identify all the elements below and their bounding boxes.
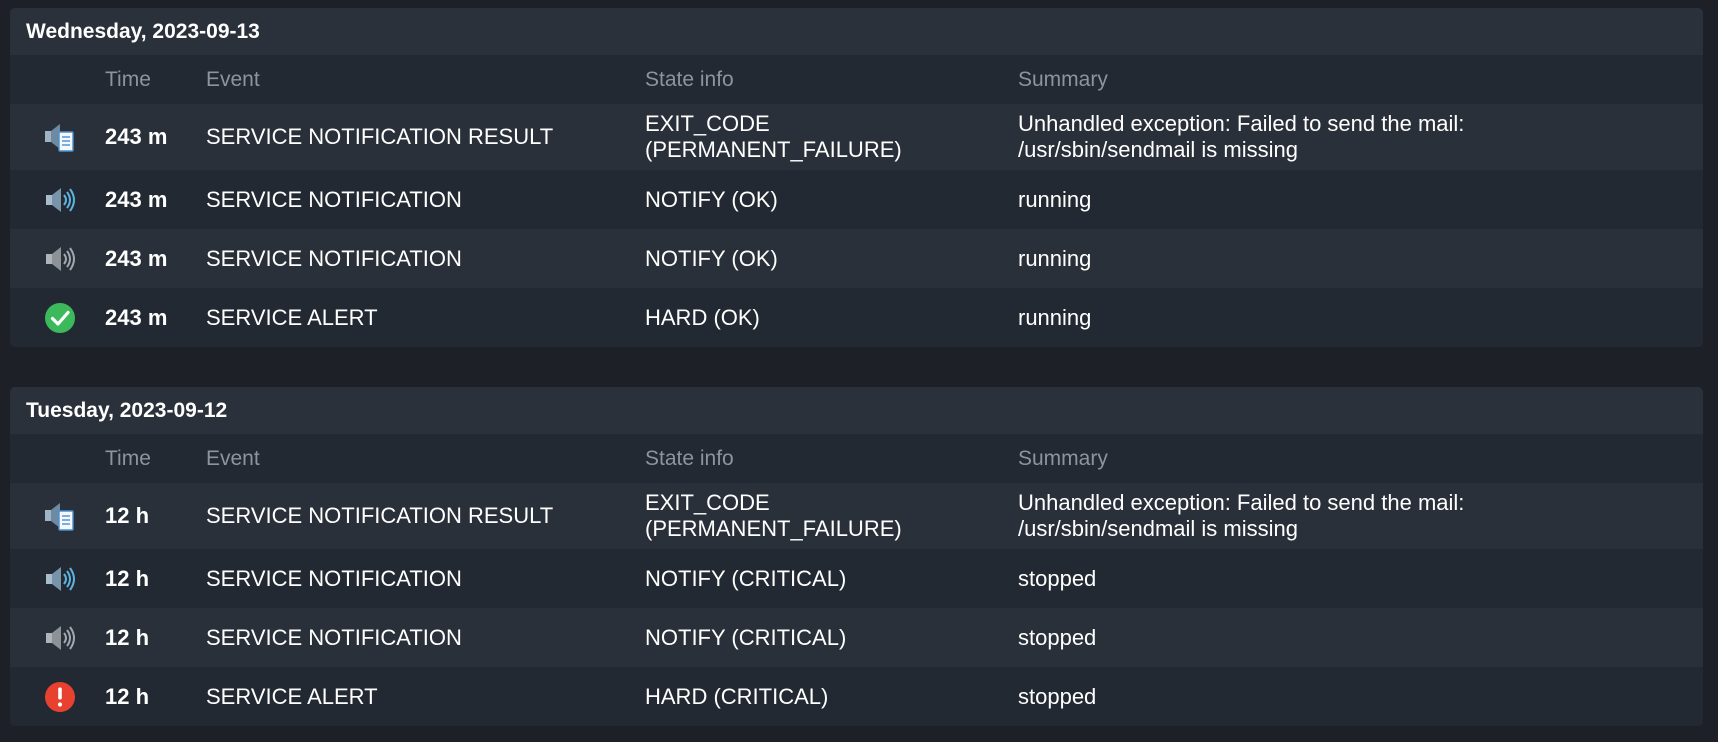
notification-result-icon[interactable] xyxy=(41,497,79,535)
row-summary: Unhandled exception: Failed to send the … xyxy=(1018,490,1465,541)
row-time: 12 h xyxy=(105,565,150,591)
column-header-row: Time Event State info Summary xyxy=(10,55,1703,104)
row-state-info: HARD (CRITICAL) xyxy=(645,683,829,709)
row-summary: running xyxy=(1018,245,1092,271)
row-state-info: NOTIFY (CRITICAL) xyxy=(645,565,847,591)
notification-result-icon[interactable] xyxy=(41,118,79,156)
notification-blue-icon[interactable] xyxy=(41,560,79,598)
time-column-header[interactable]: Time xyxy=(105,67,151,91)
event-column-header[interactable]: Event xyxy=(206,446,260,470)
day-section-2023-09-12: Tuesday, 2023-09-12 Time Event State inf… xyxy=(10,387,1703,726)
row-summary: stopped xyxy=(1018,683,1097,709)
row-time: 243 m xyxy=(105,304,168,330)
notification-gray-icon[interactable] xyxy=(41,619,79,657)
row-event: SERVICE NOTIFICATION RESULT xyxy=(206,124,554,149)
row-summary: Unhandled exception: Failed to send the … xyxy=(1018,111,1465,162)
row-state-info: NOTIFY (OK) xyxy=(645,245,778,271)
table-row[interactable]: 243 m SERVICE NOTIFICATION NOTIFY (OK) r… xyxy=(10,170,1703,229)
row-state-info: EXIT_CODE (PERMANENT_FAILURE) xyxy=(645,490,902,541)
column-header-row: Time Event State info Summary xyxy=(10,434,1703,483)
table-row[interactable]: 243 m SERVICE NOTIFICATION RESULT EXIT_C… xyxy=(10,104,1703,170)
row-state-info: HARD (OK) xyxy=(645,304,760,330)
ok-check-icon[interactable] xyxy=(41,299,79,337)
row-time: 12 h xyxy=(105,683,150,709)
row-state-info: NOTIFY (CRITICAL) xyxy=(645,624,847,650)
state-info-column-header[interactable]: State info xyxy=(645,446,734,470)
row-event: SERVICE ALERT xyxy=(206,683,378,709)
summary-column-header[interactable]: Summary xyxy=(1018,446,1108,470)
state-info-column-header[interactable]: State info xyxy=(645,67,734,91)
critical-alert-icon[interactable] xyxy=(41,678,79,716)
row-event: SERVICE NOTIFICATION xyxy=(206,624,462,650)
day-header: Wednesday, 2023-09-13 xyxy=(10,8,1703,55)
row-time: 243 m xyxy=(105,245,168,271)
summary-column-header[interactable]: Summary xyxy=(1018,67,1108,91)
event-column-header[interactable]: Event xyxy=(206,67,260,91)
row-event: SERVICE NOTIFICATION xyxy=(206,245,462,271)
row-event: SERVICE NOTIFICATION xyxy=(206,186,462,212)
table-row[interactable]: 12 h SERVICE NOTIFICATION NOTIFY (CRITIC… xyxy=(10,608,1703,667)
row-time: 12 h xyxy=(105,624,150,650)
row-summary: stopped xyxy=(1018,624,1097,650)
row-event: SERVICE NOTIFICATION xyxy=(206,565,462,591)
day-section-2023-09-13: Wednesday, 2023-09-13 Time Event State i… xyxy=(10,8,1703,347)
notification-gray-icon[interactable] xyxy=(41,240,79,278)
table-row[interactable]: 12 h SERVICE NOTIFICATION RESULT EXIT_CO… xyxy=(10,483,1703,549)
row-time: 243 m xyxy=(105,186,168,212)
row-state-info: EXIT_CODE (PERMANENT_FAILURE) xyxy=(645,111,902,162)
time-column-header[interactable]: Time xyxy=(105,446,151,470)
row-summary: running xyxy=(1018,186,1092,212)
row-event: SERVICE NOTIFICATION RESULT xyxy=(206,503,554,528)
table-row[interactable]: 12 h SERVICE NOTIFICATION NOTIFY (CRITIC… xyxy=(10,549,1703,608)
row-event: SERVICE ALERT xyxy=(206,304,378,330)
day-header: Tuesday, 2023-09-12 xyxy=(10,387,1703,434)
table-row[interactable]: 243 m SERVICE ALERT HARD (OK) running xyxy=(10,288,1703,347)
row-time: 243 m xyxy=(105,124,168,149)
notification-blue-icon[interactable] xyxy=(41,181,79,219)
row-time: 12 h xyxy=(105,503,150,528)
table-row[interactable]: 243 m SERVICE NOTIFICATION NOTIFY (OK) r… xyxy=(10,229,1703,288)
row-summary: running xyxy=(1018,304,1092,330)
row-state-info: NOTIFY (OK) xyxy=(645,186,778,212)
table-row[interactable]: 12 h SERVICE ALERT HARD (CRITICAL) stopp… xyxy=(10,667,1703,726)
row-summary: stopped xyxy=(1018,565,1097,591)
